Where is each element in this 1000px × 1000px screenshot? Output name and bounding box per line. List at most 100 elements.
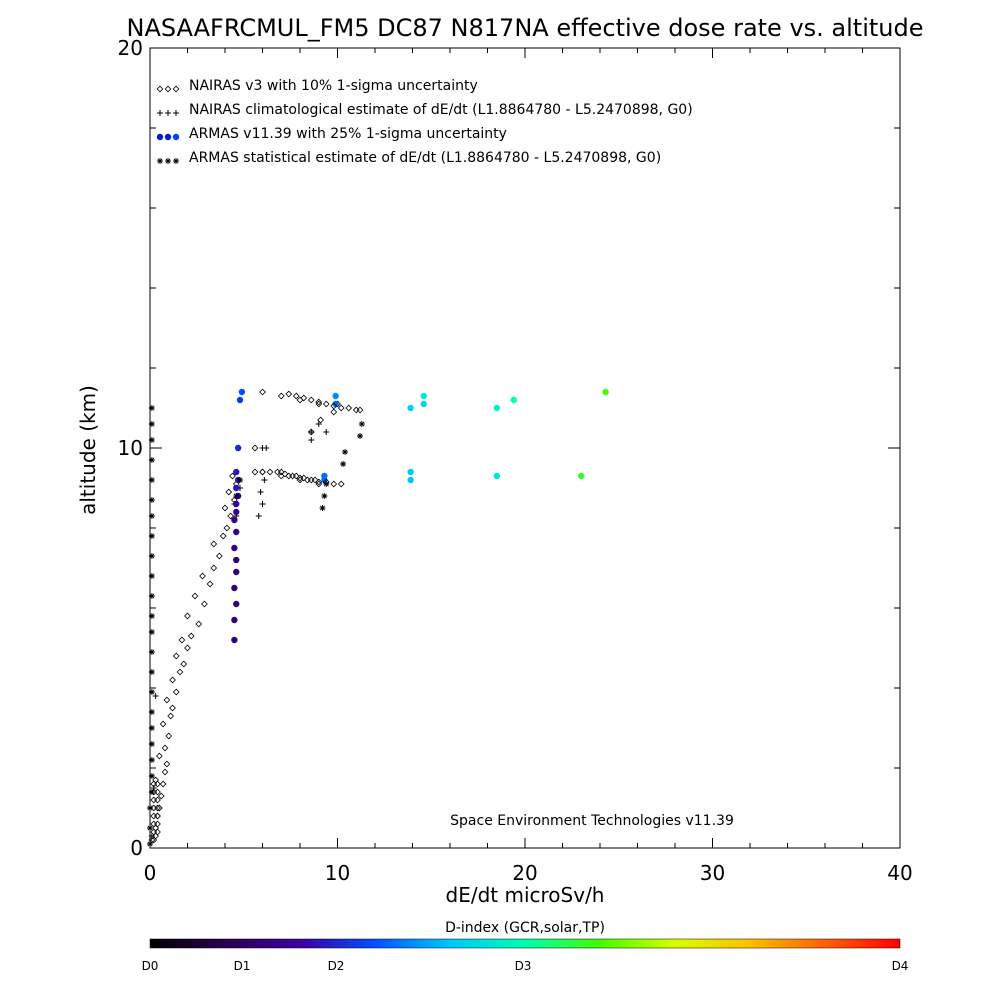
x-axis-label: dE/dt microSv/h [446,883,605,907]
data-point [332,400,339,408]
data-point [315,421,322,427]
data-point [237,477,243,483]
data-point [172,652,180,660]
data-point [420,392,427,400]
data-point [357,433,363,439]
data-point [154,812,161,820]
data-point [323,429,330,435]
data-point [148,437,155,443]
data-point [231,616,238,624]
legend-marker [157,158,163,164]
data-point [352,406,360,414]
colorbar-tick-label: D1 [234,959,251,973]
data-point [148,533,155,539]
legend-label: ARMAS statistical estimate of dE/dt (L1.… [189,150,661,166]
data-point [148,457,155,463]
data-point [154,780,161,788]
data-point [231,516,238,524]
data-point [319,505,326,511]
legend-label: NAIRAS v3 with 10% 1-sigma uncertainty [189,78,478,94]
data-point [358,421,365,427]
data-point [169,676,176,684]
data-point [163,696,171,704]
data-point [147,825,153,831]
data-point [330,408,338,416]
data-point [154,804,161,812]
data-point [233,468,240,476]
series-2 [231,388,609,644]
data-point [233,556,240,564]
data-point [321,493,328,499]
chart-title: NASAAFRCMUL_FM5 DC87 N817NA effective do… [127,14,924,42]
data-point [148,833,155,839]
series-1 [148,421,330,839]
data-point [148,573,155,579]
data-point [148,593,155,599]
data-point [233,528,240,536]
data-point [154,820,161,828]
data-point [154,788,161,796]
data-point [285,472,293,480]
data-point [148,773,155,779]
data-point [263,445,270,451]
credit-text: Space Environment Technologies v11.39 [450,813,734,829]
data-point [167,712,174,720]
data-point [307,476,315,484]
legend-label: ARMAS v11.39 with 25% 1-sigma uncertaint… [189,126,507,142]
data-point [172,688,180,696]
data-point [233,484,240,492]
data-point [152,693,159,699]
x-tick-label: 10 [325,861,350,885]
legend-marker [173,158,179,164]
data-point [337,404,345,412]
data-point [169,704,176,712]
data-point [578,472,585,480]
data-point [225,488,233,496]
data-point [285,390,293,398]
data-point [150,812,158,820]
data-point [289,472,296,480]
data-point [156,752,163,760]
series-3 [147,405,365,847]
data-point [148,497,155,503]
data-point [308,429,315,435]
data-point [163,760,171,768]
data-point [266,468,274,476]
data-point [156,804,163,812]
series-4 [150,390,364,844]
data-point [233,500,240,508]
colorbar-title: D-index (GCR,solar,TP) [445,920,605,936]
data-point [255,513,262,519]
data-point [315,478,323,486]
data-point [176,668,184,676]
data-point [165,732,173,740]
data-point [420,400,427,408]
data-point [330,402,338,410]
data-point [184,612,191,620]
data-point [148,757,155,763]
data-point [315,480,323,488]
data-point [296,396,304,404]
data-point [296,474,304,482]
data-point [317,416,324,424]
data-point [233,493,240,499]
data-point [281,470,289,478]
data-point [345,404,353,412]
data-point [602,388,609,396]
data-point [259,501,266,507]
legend-marker [165,158,171,164]
data-point [259,468,266,476]
data-point [231,584,238,592]
data-point [148,421,155,427]
data-point [154,828,161,836]
data-point [340,461,347,467]
series-0 [148,388,341,844]
data-point [233,568,240,576]
x-tick-label: 20 [512,861,537,885]
colorbar-tick-label: D3 [515,959,532,973]
data-point [315,398,323,406]
data-point [296,476,304,484]
data-point [251,444,259,452]
data-point [152,776,159,784]
